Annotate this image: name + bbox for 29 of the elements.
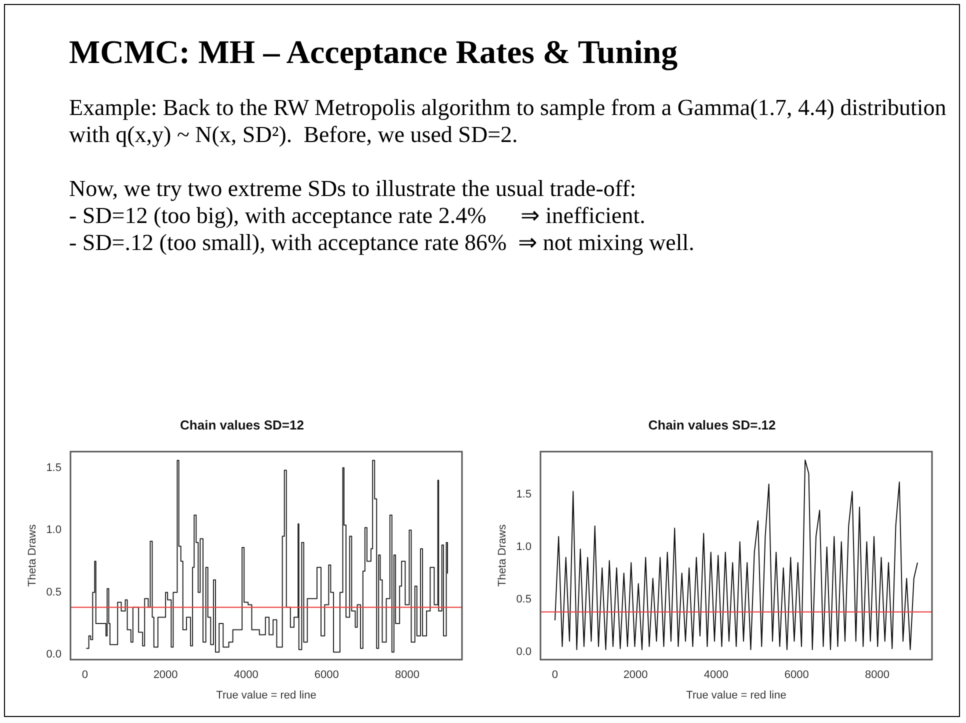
x-tick-label: 6000 (314, 669, 339, 682)
x-tick-label: 4000 (704, 669, 728, 682)
x-tick-label: 2000 (623, 669, 648, 682)
y-tick-label: 0.5 (516, 593, 532, 606)
y-tick-label: 1.5 (516, 488, 532, 501)
y-tick-label: 1.5 (46, 462, 62, 474)
y-axis-title: Theta Draws (26, 524, 39, 587)
x-axis-title: True value = red line (216, 689, 316, 702)
x-tick-label: 8000 (394, 669, 420, 682)
y-tick-label: 0.0 (516, 646, 532, 658)
chart-title: Chain values SD=12 (180, 417, 304, 432)
text: MCMC: MH – Acceptance Rates & Tuning (69, 35, 679, 72)
text: Example: Back to the RW Metropolis algorithm to sample from a Gamma(1.7, 4.4) distribution with q(x,y) ~ N(x, SD²). Before, we used SD=2. (69, 94, 948, 148)
y-tick-label: 1.0 (46, 524, 62, 536)
y-tick-label: 0.0 (46, 648, 62, 661)
x-tick-label: 4000 (234, 669, 258, 682)
y-tick-label: 0.5 (46, 586, 62, 598)
chart-title: Chain values SD=.12 (648, 417, 776, 432)
x-tick-label: 8000 (864, 669, 890, 682)
text: - SD=.12 (too small), with acceptance rate 86% ⇒ not mixing well. (69, 229, 696, 256)
x-tick-label: 0 (552, 669, 558, 682)
text: - SD=12 (too big), with acceptance rate 2.4% ⇒ inefficient. (69, 202, 646, 229)
x-tick-label: 6000 (784, 669, 809, 682)
y-tick-label: 1.0 (516, 540, 532, 553)
y-axis-title: Theta Draws (496, 524, 509, 587)
x-tick-label: 0 (82, 669, 88, 682)
x-axis-title: True value = red line (686, 689, 786, 702)
x-tick-label: 2000 (153, 669, 178, 682)
text: Now, we try two extreme SDs to illustrate the usual trade-off: (69, 175, 638, 202)
